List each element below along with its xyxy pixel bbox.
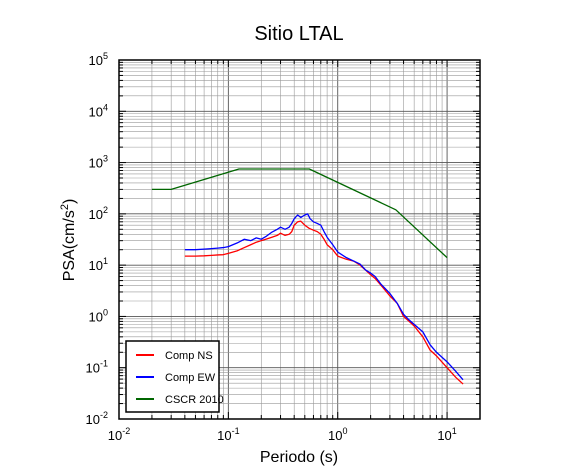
y-tick-label: 102: [89, 205, 108, 222]
x-axis-label: Periodo (s): [260, 449, 338, 466]
plot-frame: [118, 59, 481, 420]
legend-label: Comp EW: [165, 372, 216, 384]
y-axis-label-sup: 2: [59, 204, 71, 210]
series-line-comp-ns: [184, 220, 464, 385]
y-tick-label: 103: [89, 154, 108, 171]
chart-title: Sitio LTAL: [254, 23, 343, 45]
legend-label: Comp NS: [165, 350, 213, 362]
x-tick-label: 10-2: [108, 426, 130, 443]
x-tick-label: 101: [437, 426, 456, 443]
axis-ticks: [118, 59, 481, 420]
legend-label: CSCR 2010: [165, 394, 224, 406]
series-line-cscr-2010: [151, 168, 448, 259]
y-tick-label: 10-2: [86, 410, 108, 427]
y-axis-label-close: ): [61, 199, 78, 204]
y-axis-label: PSA(cm/s2): [59, 199, 78, 282]
y-tick-label: 105: [89, 51, 108, 68]
chart-grid: [118, 59, 481, 420]
x-tick-labels: 10-2 10-1 100 101: [108, 426, 457, 443]
legend: Comp NS Comp EW CSCR 2010: [125, 340, 224, 413]
series-line-comp-ew: [184, 213, 464, 381]
x-tick-label: 100: [328, 426, 347, 443]
y-axis-label-main: PSA(cm/s: [61, 210, 78, 281]
chart-series: [151, 168, 464, 385]
x-tick-label: 10-1: [217, 426, 239, 443]
y-tick-label: 101: [89, 256, 108, 273]
y-tick-label: 100: [89, 307, 108, 324]
legend-items: Comp NS Comp EW CSCR 2010: [136, 350, 224, 406]
y-tick-labels: 10-2 10-1 100 101 102 103 104 105: [86, 51, 108, 427]
y-tick-label: 104: [89, 102, 108, 119]
y-tick-label: 10-1: [86, 359, 108, 376]
